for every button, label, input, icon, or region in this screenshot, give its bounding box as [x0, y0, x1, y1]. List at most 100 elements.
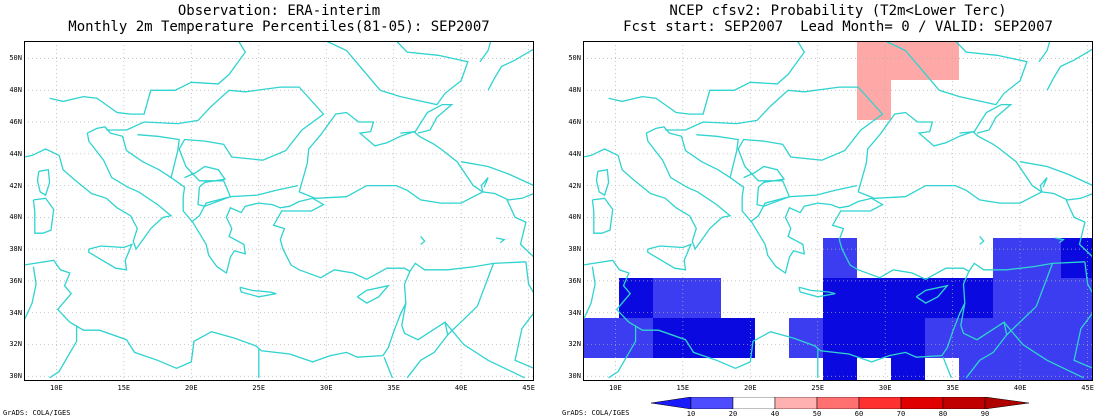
coastline-segment [979, 235, 985, 245]
coastline-segment [1019, 161, 1093, 187]
coastline-segment [1039, 177, 1048, 193]
coastline-segment [749, 196, 790, 223]
prob-cell-pink [857, 80, 891, 120]
coastline-segment [525, 261, 534, 294]
right-title-line2: Fcst start: SEP2007 Lead Month= 0 / VALI… [623, 19, 1053, 35]
coastline-segment [1046, 48, 1093, 91]
right-lat-label: 40N [568, 213, 581, 222]
coastline-segment [325, 41, 469, 106]
left-title-line1: Observation: ERA-interim [177, 3, 381, 19]
coastline-segment [24, 126, 411, 370]
coastline-segment [400, 103, 454, 134]
coastline-segment [383, 356, 393, 379]
left-lon-label: 25E [252, 384, 266, 392]
coastline-segment [420, 235, 426, 245]
right-grid [583, 41, 1093, 381]
left-lon-label: 40E [454, 384, 468, 392]
coastline-segment [959, 103, 1013, 134]
left-lat-label: 32N [9, 340, 22, 349]
left-lat-label: 40N [9, 213, 22, 222]
prob-cell-blue [823, 238, 857, 278]
prob-cell-dark-blue [1061, 238, 1093, 278]
coastline-segment [106, 86, 325, 198]
prob-cell-dark-blue [823, 278, 925, 358]
prob-cell-dark-blue [891, 358, 925, 381]
coastline-segment [591, 197, 614, 234]
coastline-segment [960, 263, 1054, 341]
coastline-segment [1041, 191, 1093, 201]
left-map [24, 41, 534, 381]
left-grid [24, 41, 534, 381]
coastline-segment [184, 165, 231, 207]
coastline-segment [608, 325, 637, 379]
coastline-segment [479, 41, 492, 63]
colorbar-label: 80 [938, 410, 948, 418]
coastline-segment [1038, 41, 1051, 63]
colorbar-segment [774, 397, 818, 409]
coastline-segment [356, 284, 391, 304]
colorbar-label: 10 [686, 410, 696, 418]
right-lat-label: 48N [568, 86, 581, 95]
coastline-segment [487, 48, 534, 91]
colorbar-label: 40 [770, 410, 780, 418]
coastline-segment [1003, 321, 1084, 379]
coastline-segment [514, 312, 534, 369]
right-lon-label: 45E [1081, 384, 1094, 392]
probability-cells [583, 41, 1093, 381]
left-map-frame [24, 41, 534, 381]
right-coastlines [583, 41, 1093, 379]
coastline-segment [1055, 237, 1065, 244]
right-lat-label: 42N [568, 181, 581, 190]
colorbar-segment [690, 397, 734, 409]
right-lat-label: 34N [568, 308, 581, 317]
coastline-segment [36, 168, 51, 197]
coastline-segment [482, 191, 534, 201]
coastline-segment [583, 266, 596, 321]
colorbar-label: 90 [980, 410, 990, 418]
left-title-line2: Monthly 2m Temperature Percentiles(81-05… [68, 19, 490, 35]
coastline-segment [444, 321, 525, 379]
coastline-segment [743, 165, 790, 207]
right-lon-label: 25E [811, 384, 825, 392]
left-lat-label: 48N [9, 86, 22, 95]
right-lon-label: 40E [1013, 384, 1027, 392]
right-lat-label: 50N [568, 54, 581, 63]
coastline-segment [942, 356, 952, 379]
right-lat-label: 44N [568, 149, 581, 158]
coastline-segment [298, 111, 484, 204]
colorbar-segment [816, 397, 860, 409]
right-lat-label: 38N [568, 245, 581, 254]
left-coastlines [24, 41, 534, 379]
colorbar-segment [900, 397, 944, 409]
left-lon-label: 15E [117, 384, 131, 392]
colorbar [651, 397, 1030, 409]
coastline-segment [49, 325, 78, 379]
coastline-segment [480, 177, 489, 193]
right-lon-label: 15E [676, 384, 690, 392]
right-map [583, 41, 1093, 381]
right-lat-label: 32N [568, 340, 581, 349]
coastline-segment [24, 266, 37, 321]
prob-cell-white [857, 358, 891, 381]
right-lat-label: 46N [568, 118, 581, 127]
left-lat-label: 36N [9, 276, 22, 285]
coastline-segment [406, 334, 449, 379]
coastline-segment [1073, 312, 1093, 369]
coastline-segment [32, 197, 55, 234]
coastline-segment [49, 41, 247, 115]
left-footer: GrADS: COLA/IGES [3, 409, 71, 417]
left-lon-label: 30E [319, 384, 333, 392]
left-lat-label: 30N [9, 372, 22, 381]
colorbar-segment [732, 397, 776, 409]
right-lon-label: 30E [878, 384, 892, 392]
left-lat-label: 44N [9, 149, 22, 158]
coastline-segment [884, 41, 1028, 106]
left-lon-label: 20E [184, 384, 198, 392]
coastline-segment [965, 334, 1008, 379]
coastline-segment [190, 196, 231, 223]
coastline-segment [506, 199, 534, 258]
colorbar-label: 60 [854, 410, 864, 418]
right-lon-label: 20E [743, 384, 757, 392]
colorbar-segment [942, 397, 986, 409]
coastline-segment [595, 168, 610, 197]
